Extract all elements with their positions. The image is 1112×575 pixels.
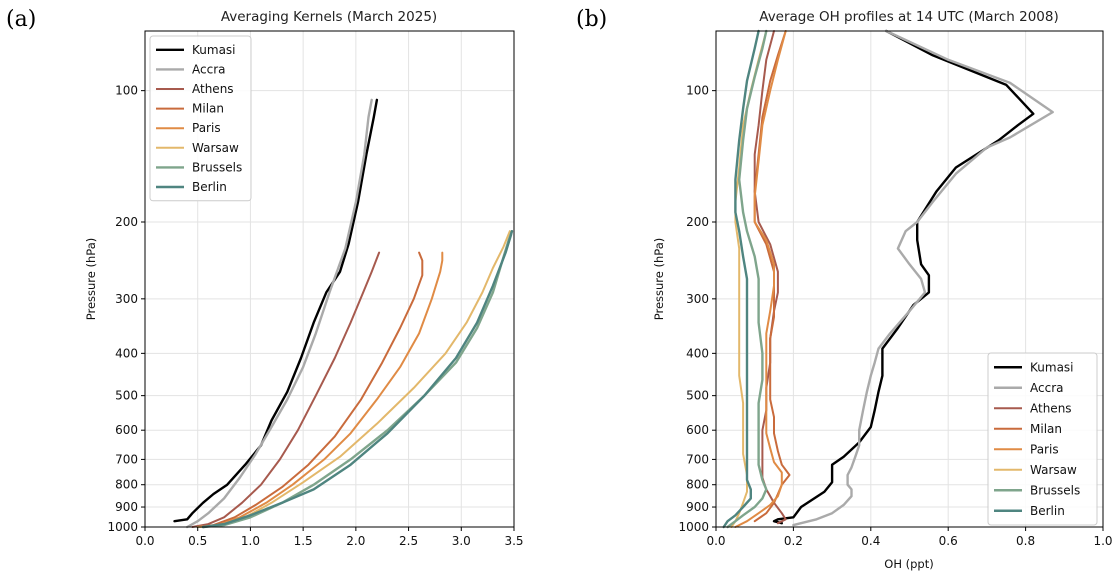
- panel-b-legend-label-berlin: Berlin: [1030, 504, 1065, 518]
- panel-a-ytick-label: 600: [115, 423, 138, 437]
- panel-a-series-accra: [185, 98, 373, 529]
- panel-a-ytick-label: 400: [115, 346, 138, 360]
- panel-b-ytick-label: 600: [686, 423, 709, 437]
- panel-a-ytick-label: 500: [115, 389, 138, 403]
- panel-b-xtick-label: 0.8: [1016, 534, 1035, 548]
- panel-b-legend-label-accra: Accra: [1030, 381, 1063, 395]
- panel-b-series: [722, 29, 1054, 529]
- panel-a-xtick-label: 2.5: [399, 534, 418, 548]
- panel-a-frame: [144, 30, 515, 528]
- panel-b-ytick-label: 500: [686, 389, 709, 403]
- panel-b-ylabel: Pressure (hPa): [652, 238, 666, 321]
- panel-b-series-kumasi: [772, 29, 1035, 525]
- panel-b-xticks: 0.0 0.2 0.4 0.6 0.8 1.0: [706, 527, 1112, 548]
- panel-a-xtick-label: 2.0: [346, 534, 365, 548]
- panel-a-series-berlin: [201, 229, 514, 529]
- panel-a-legend-label-berlin: Berlin: [192, 180, 227, 194]
- panel-a-xtick-label: 3.5: [504, 534, 523, 548]
- panel-b-legend-box: [987, 352, 1098, 526]
- panel-b-series-warsaw: [730, 30, 768, 528]
- panel-b-xtick-label: 0.0: [706, 534, 725, 548]
- panel-a-ytick-label: 800: [115, 478, 138, 492]
- panel-b-oh-profiles: Average OH profiles at 14 UTC (March 200…: [652, 9, 1112, 571]
- panel-a-series: [173, 98, 514, 529]
- panel-a-ytick-label: 100: [115, 84, 138, 98]
- panel-b-ytick-label: 1000: [678, 520, 709, 534]
- panel-b-ytick-label: 800: [686, 478, 709, 492]
- panel-b-legend-label-athens: Athens: [1030, 401, 1072, 415]
- panel-b-xtick-label: 0.6: [939, 534, 958, 548]
- panel-b-legend: Kumasi Accra Athens Milan Paris Warsaw Brussel…: [987, 352, 1098, 526]
- panel-b-ytick-label: 900: [686, 500, 709, 514]
- panel-b-series-accra: [792, 29, 1054, 527]
- panel-a-xtick-label: 0.5: [188, 534, 207, 548]
- panel-b-letter: (b): [576, 7, 607, 32]
- panel-a-series-kumasi: [173, 98, 379, 523]
- panel-b-ytick-label: 100: [686, 84, 709, 98]
- panel-a-xtick-label: 1.0: [241, 534, 260, 548]
- panel-b-xtick-label: 0.4: [861, 534, 880, 548]
- panel-a-series-paris: [196, 251, 444, 528]
- panel-b-series-berlin: [722, 29, 760, 529]
- panel-a-series-warsaw: [196, 230, 511, 528]
- panel-b-xlabel: OH (ppt): [884, 557, 933, 571]
- panel-a-series-milan: [196, 251, 424, 528]
- panel-b-series-paris: [734, 30, 787, 528]
- panel-a-ytick-label: 300: [115, 292, 138, 306]
- panel-b-legend-label-paris: Paris: [1030, 442, 1059, 456]
- panel-a-ytick-label: 1000: [107, 520, 138, 534]
- panel-a-legend-label-athens: Athens: [192, 82, 234, 96]
- panel-b-legend-label-warsaw: Warsaw: [1030, 463, 1077, 477]
- panel-b-xtick-label: 0.2: [784, 534, 803, 548]
- panel-a-legend-label-accra: Accra: [192, 62, 225, 76]
- panel-b-ytick-label: 400: [686, 346, 709, 360]
- panel-a-ytick-label: 700: [115, 452, 138, 466]
- panel-a-averaging-kernels: Averaging Kernels (March 2025) Pressure …: [84, 9, 524, 548]
- panel-b-legend-label-kumasi: Kumasi: [1030, 360, 1074, 374]
- panel-a-letter: (a): [6, 7, 36, 32]
- panel-a-legend-label-warsaw: Warsaw: [192, 141, 239, 155]
- panel-a-xtick-label: 0.0: [135, 534, 154, 548]
- panel-a-xticks: 0.0 0.5 1.0 1.5 2.0 2.5 3.0 3.5: [135, 527, 524, 548]
- panel-b-yticks: 100 200 300 400 500 600 700 800 900 1000: [678, 84, 716, 534]
- panel-a-legend-label-brussels: Brussels: [192, 160, 242, 174]
- panel-a-ytick-label: 200: [115, 215, 138, 229]
- panel-a-legend-label-kumasi: Kumasi: [192, 43, 236, 57]
- panel-a-legend-label-milan: Milan: [192, 102, 224, 116]
- panel-b-series-brussels: [726, 29, 768, 529]
- panel-a-xtick-label: 3.0: [452, 534, 471, 548]
- panel-a-series-brussels: [201, 229, 514, 529]
- panel-b-title: Average OH profiles at 14 UTC (March 200…: [759, 9, 1058, 25]
- panel-b-legend-label-milan: Milan: [1030, 422, 1062, 436]
- panel-b-ytick-label: 300: [686, 292, 709, 306]
- panel-b-ytick-label: 200: [686, 215, 709, 229]
- panel-a-xtick-label: 1.5: [294, 534, 313, 548]
- panel-b-legend-label-brussels: Brussels: [1030, 483, 1080, 497]
- panel-a-legend-box: [149, 35, 252, 202]
- panel-a-series-athens: [191, 251, 381, 528]
- panel-a-ylabel: Pressure (hPa): [84, 238, 98, 321]
- panel-b-xtick-label: 1.0: [1093, 534, 1112, 548]
- panel-a-yticks: 100 200 300 400 500 600 700 800 900 1000: [107, 84, 145, 534]
- panel-a-legend: Kumasi Accra Athens Milan Paris Warsaw Brussel…: [149, 35, 252, 202]
- panel-a-title: Averaging Kernels (March 2025): [221, 9, 437, 25]
- panel-a-legend-label-paris: Paris: [192, 121, 221, 135]
- panel-a-ytick-label: 900: [115, 500, 138, 514]
- panel-b-ytick-label: 700: [686, 452, 709, 466]
- panel-b-frame: [715, 30, 1104, 528]
